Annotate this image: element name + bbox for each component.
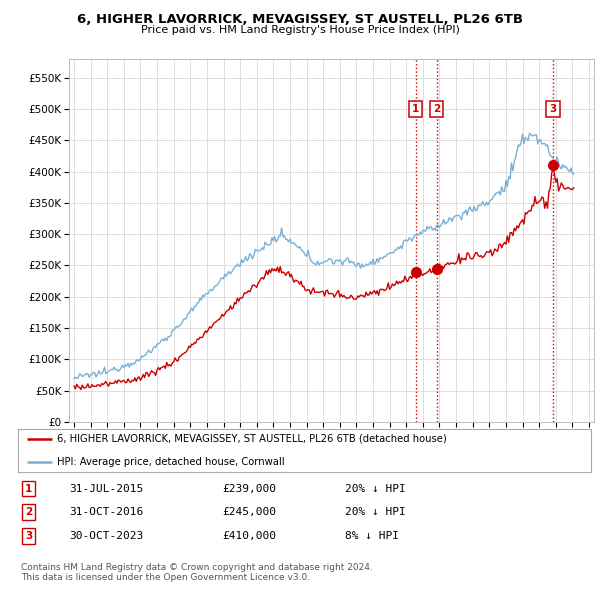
Text: 31-JUL-2015: 31-JUL-2015	[69, 484, 143, 493]
Text: 3: 3	[550, 104, 557, 114]
Text: 1: 1	[25, 484, 32, 493]
Text: Price paid vs. HM Land Registry's House Price Index (HPI): Price paid vs. HM Land Registry's House …	[140, 25, 460, 35]
Text: 6, HIGHER LAVORRICK, MEVAGISSEY, ST AUSTELL, PL26 6TB (detached house): 6, HIGHER LAVORRICK, MEVAGISSEY, ST AUST…	[57, 434, 447, 444]
Text: 3: 3	[25, 531, 32, 540]
Text: 8% ↓ HPI: 8% ↓ HPI	[345, 531, 399, 540]
Text: 31-OCT-2016: 31-OCT-2016	[69, 507, 143, 517]
Text: £410,000: £410,000	[222, 531, 276, 540]
Text: 2: 2	[25, 507, 32, 517]
Text: 20% ↓ HPI: 20% ↓ HPI	[345, 507, 406, 517]
Text: 30-OCT-2023: 30-OCT-2023	[69, 531, 143, 540]
Text: £245,000: £245,000	[222, 507, 276, 517]
Text: 6, HIGHER LAVORRICK, MEVAGISSEY, ST AUSTELL, PL26 6TB: 6, HIGHER LAVORRICK, MEVAGISSEY, ST AUST…	[77, 13, 523, 26]
Text: £239,000: £239,000	[222, 484, 276, 493]
Text: Contains HM Land Registry data © Crown copyright and database right 2024.
This d: Contains HM Land Registry data © Crown c…	[21, 563, 373, 582]
Text: 2: 2	[433, 104, 440, 114]
Text: 20% ↓ HPI: 20% ↓ HPI	[345, 484, 406, 493]
Text: HPI: Average price, detached house, Cornwall: HPI: Average price, detached house, Corn…	[57, 457, 284, 467]
Text: 1: 1	[412, 104, 419, 114]
